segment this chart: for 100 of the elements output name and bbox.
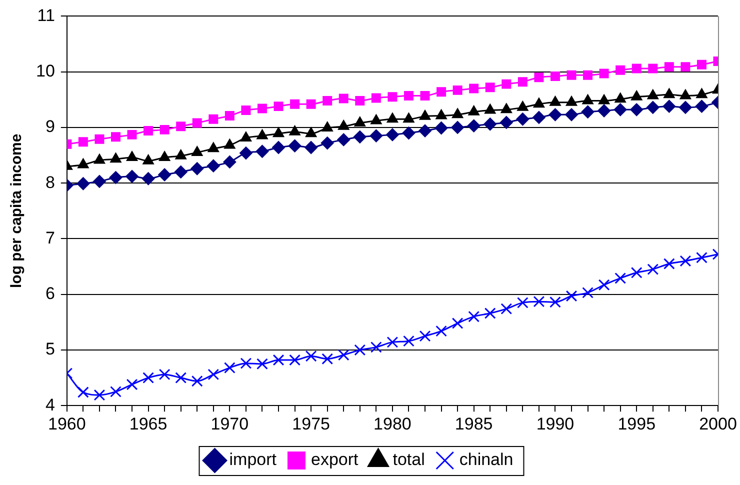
- point: [566, 290, 578, 302]
- point: [174, 165, 188, 178]
- point: [288, 139, 302, 152]
- point: [452, 318, 464, 329]
- legend-label: chinaln: [459, 450, 514, 470]
- point: [664, 62, 674, 72]
- point: [420, 91, 430, 100]
- point: [534, 72, 544, 82]
- point: [500, 116, 513, 129]
- point: [418, 124, 432, 138]
- point: [322, 122, 334, 132]
- point: [663, 88, 675, 98]
- point: [484, 118, 497, 131]
- point: [436, 87, 446, 97]
- point: [565, 108, 578, 122]
- point: [110, 152, 122, 163]
- point: [370, 341, 382, 353]
- point: [126, 378, 138, 390]
- point: [680, 62, 690, 72]
- point: [338, 349, 350, 361]
- x-tick-label: 1990: [536, 414, 574, 434]
- point: [485, 82, 495, 92]
- point: [484, 104, 496, 114]
- x-tick-label: 1965: [129, 414, 168, 434]
- point: [320, 136, 334, 150]
- point: [500, 303, 512, 315]
- point: [516, 112, 530, 126]
- point: [648, 64, 658, 74]
- y-tick-label: 10: [36, 62, 55, 81]
- point: [500, 103, 512, 114]
- point: [175, 149, 187, 160]
- point: [518, 77, 528, 87]
- point: [452, 108, 464, 118]
- point: [208, 142, 220, 152]
- y-tick-label: 4: [45, 395, 55, 414]
- point: [598, 94, 610, 104]
- point: [467, 119, 480, 132]
- point: [533, 296, 545, 308]
- point: [224, 111, 234, 121]
- point: [632, 64, 642, 74]
- point: [272, 354, 284, 366]
- x-tick-label: 1975: [292, 414, 330, 434]
- point: [77, 386, 89, 398]
- x-tick-label: 2000: [699, 414, 737, 434]
- point: [338, 94, 348, 104]
- point: [502, 79, 512, 89]
- point: [142, 172, 155, 186]
- y-tick-label: 5: [45, 340, 55, 359]
- point: [696, 60, 706, 70]
- point: [192, 118, 202, 128]
- point: [583, 70, 593, 80]
- point: [94, 389, 106, 401]
- point: [662, 100, 676, 113]
- point: [338, 120, 350, 130]
- point: [548, 108, 562, 122]
- point: [158, 168, 172, 182]
- x-tick-label: 1970: [210, 414, 249, 434]
- legend-label: total: [392, 450, 425, 470]
- point: [158, 368, 170, 380]
- point: [305, 350, 317, 362]
- point: [533, 98, 545, 108]
- y-tick-label: 6: [45, 284, 55, 304]
- point: [355, 96, 365, 106]
- point: [614, 92, 626, 103]
- point: [630, 103, 644, 116]
- point: [176, 122, 186, 132]
- point: [110, 386, 122, 398]
- point: [678, 100, 692, 114]
- point: [647, 264, 659, 276]
- point: [566, 96, 578, 106]
- point: [78, 137, 88, 147]
- point: [94, 134, 104, 144]
- y-tick-label: 11: [37, 6, 55, 25]
- point: [663, 258, 675, 270]
- x-tick-label: 1985: [454, 414, 493, 434]
- x-tick-label: 1980: [374, 414, 412, 434]
- point: [322, 353, 334, 365]
- point: [305, 127, 317, 138]
- point: [206, 159, 220, 172]
- point: [256, 358, 268, 370]
- point: [354, 344, 366, 356]
- point: [550, 296, 561, 308]
- legend-label: import: [229, 450, 277, 470]
- point: [240, 132, 252, 142]
- point: [371, 93, 381, 103]
- point: [175, 372, 187, 384]
- point: [680, 255, 692, 267]
- point: [223, 155, 236, 168]
- point: [370, 114, 382, 124]
- point: [468, 310, 480, 322]
- point: [516, 296, 528, 308]
- point: [256, 129, 268, 140]
- point: [142, 154, 154, 164]
- y-axis-title: log per capita income: [8, 134, 26, 288]
- point: [322, 96, 332, 106]
- point: [598, 104, 611, 118]
- point: [452, 85, 462, 95]
- x-tick-label: 1995: [618, 414, 656, 434]
- point: [354, 116, 366, 127]
- point: [111, 132, 120, 142]
